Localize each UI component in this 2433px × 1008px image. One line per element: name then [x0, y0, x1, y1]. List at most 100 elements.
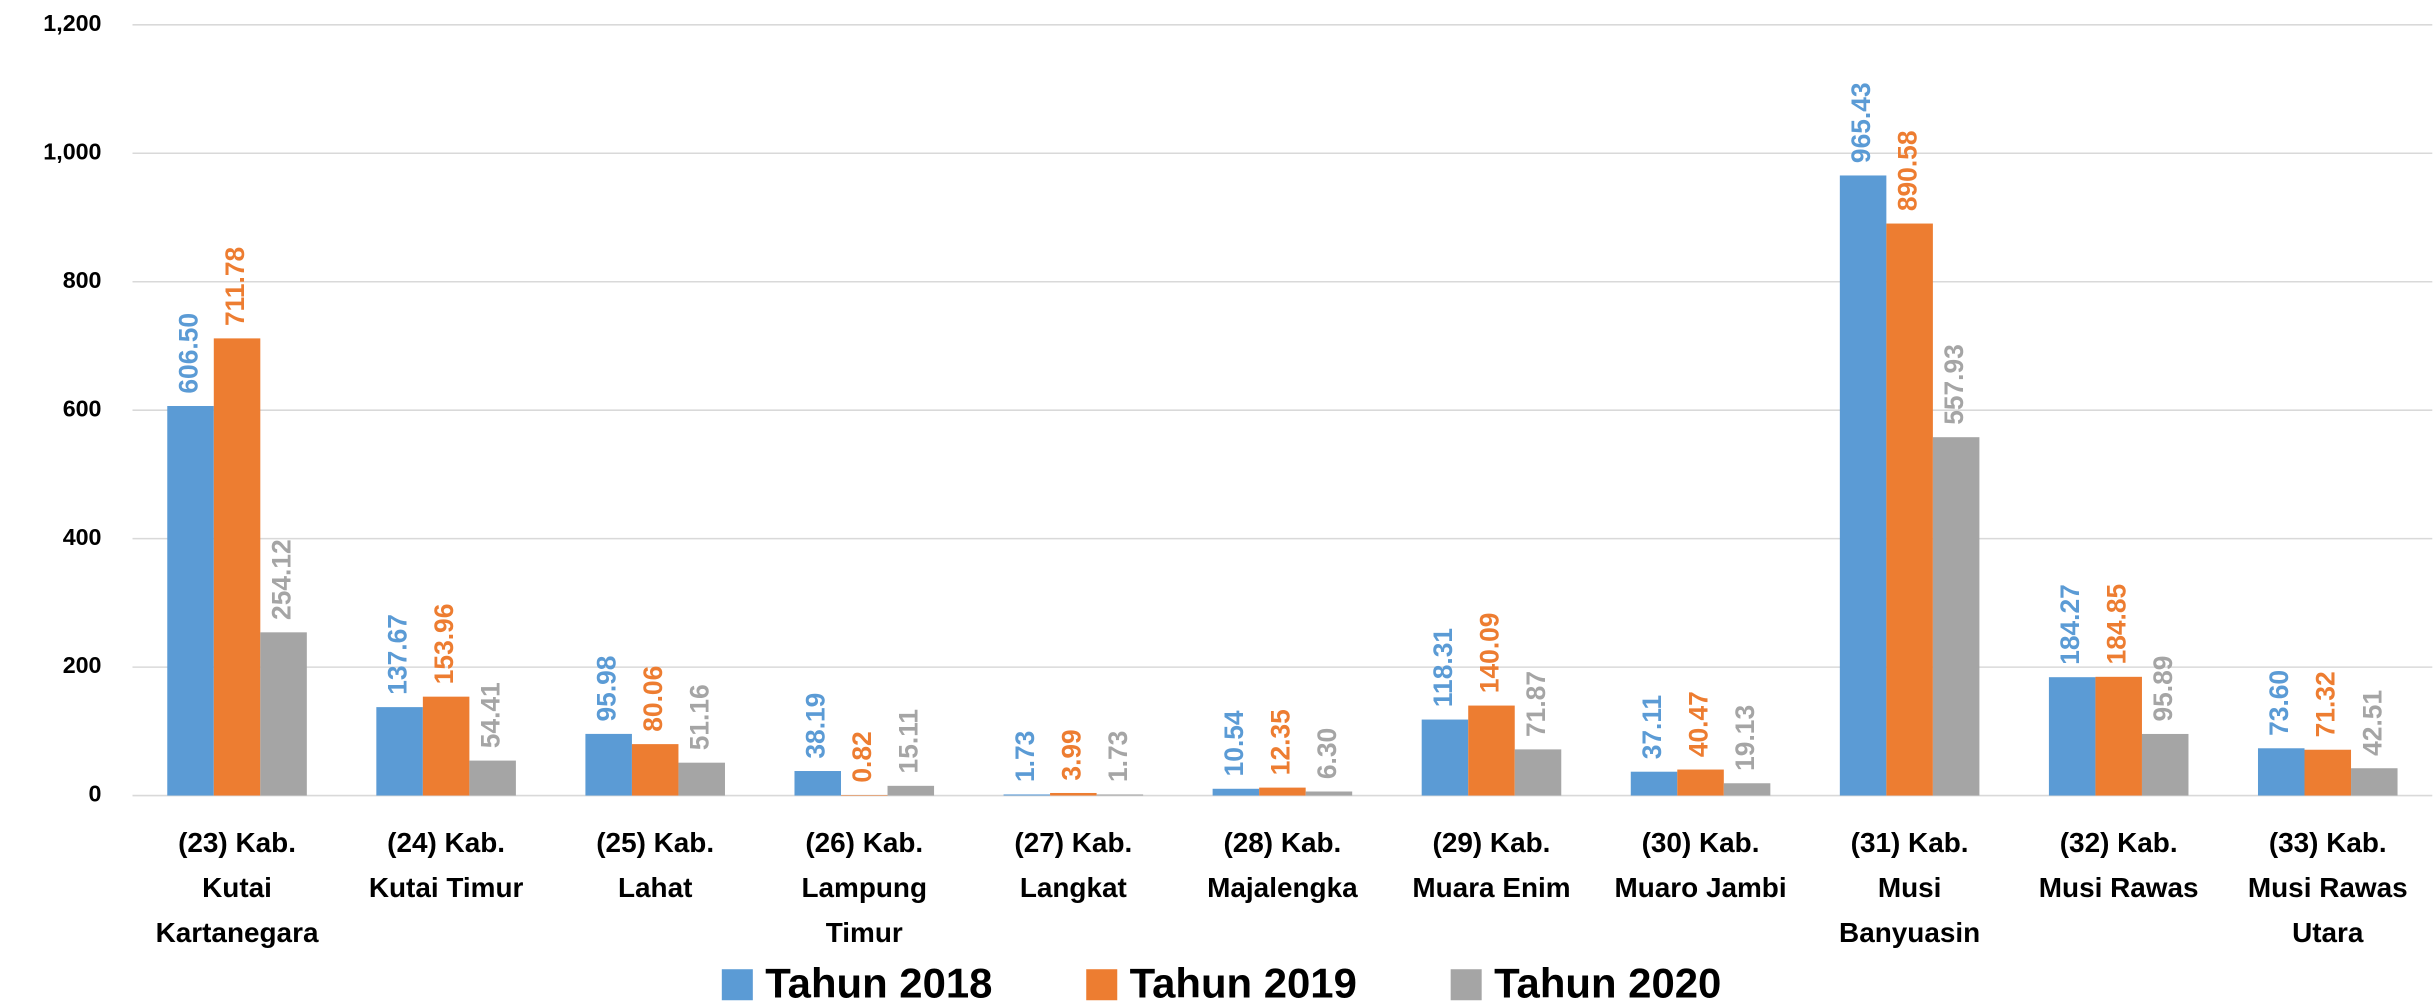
bar [2304, 749, 2352, 796]
bar [2048, 677, 2096, 796]
bar [2257, 748, 2305, 796]
x-tick-line: Timur [826, 917, 903, 948]
bar [1468, 705, 1515, 796]
x-tick-label: (26) Kab. Lampung Timur [801, 828, 927, 949]
x-tick-label: (27) Kab. Langkat [1014, 828, 1132, 904]
bar [376, 707, 423, 796]
bar [1421, 719, 1469, 796]
value-label: 10.54 [1219, 710, 1249, 776]
value-label: 40.47 [1684, 691, 1714, 757]
bar [1886, 223, 1933, 796]
x-tick-line: (23) Kab. [178, 828, 296, 859]
value-label: 1.73 [1103, 731, 1133, 782]
y-tick-label: 800 [63, 267, 102, 293]
x-tick-label: (33) Kab. Musi Rawas Utara [2248, 828, 2408, 949]
legend-swatch [721, 969, 753, 1001]
legend-label: Tahun 2020 [1494, 959, 1721, 1006]
x-tick-line: (30) Kab. [1642, 828, 1760, 859]
x-tick-label: (30) Kab. Muaro Jambi [1614, 828, 1786, 904]
x-tick-label: (31) Kab. Musi Banyuasin [1839, 828, 1980, 949]
x-tick-line: Kutai [202, 873, 272, 904]
x-tick-line: (27) Kab. [1014, 828, 1132, 859]
bar [1050, 792, 1097, 796]
value-label: 95.89 [2148, 656, 2178, 722]
value-label: 73.60 [2264, 670, 2294, 736]
value-label: 711.78 [220, 247, 250, 326]
bar [2141, 733, 2189, 796]
x-tick-line: Utara [2292, 917, 2364, 948]
bar [1212, 788, 1260, 796]
legend-swatch [1450, 969, 1482, 1001]
legend-label: Tahun 2019 [1130, 959, 1357, 1006]
x-tick-line: Majalengka [1207, 873, 1358, 904]
value-label: 71.87 [1521, 671, 1551, 737]
value-label: 965.43 [1846, 82, 1876, 163]
x-tick-label: (24) Kab. Kutai Timur [369, 828, 524, 904]
x-tick-line: (26) Kab. [805, 828, 923, 859]
bar [1932, 437, 1980, 796]
x-tick-line: Musi Rawas [2248, 873, 2408, 904]
x-tick-line: Lampung [801, 873, 927, 904]
value-label: 51.16 [685, 684, 715, 750]
bar [1096, 794, 1144, 796]
value-label: 184.27 [2055, 584, 2085, 665]
value-label: 42.51 [2357, 690, 2387, 756]
y-tick-label: 1,000 [43, 138, 101, 164]
bar [213, 338, 261, 796]
value-label: 71.32 [2311, 671, 2341, 737]
value-label: 254.12 [267, 539, 297, 620]
bar [678, 762, 725, 796]
value-label: 38.19 [801, 693, 831, 759]
x-tick-line: Muaro Jambi [1614, 873, 1786, 904]
value-label: 54.41 [476, 682, 506, 748]
value-label: 0.82 [847, 731, 877, 782]
x-tick-label: (28) Kab. Majalengka [1207, 828, 1358, 904]
legend-label: Tahun 2018 [765, 959, 992, 1006]
x-tick-line: (28) Kab. [1223, 828, 1341, 859]
value-label: 890.58 [1893, 131, 1923, 212]
bar [1839, 175, 1887, 796]
x-tick-line: Musi Rawas [2039, 873, 2199, 904]
bar [841, 795, 888, 796]
x-tick-label: (23) Kab. Kutai Kartanegara [156, 828, 319, 949]
value-label: 80.06 [638, 666, 668, 732]
x-tick-line: Kutai Timur [369, 873, 524, 904]
x-tick-line: Lahat [618, 873, 692, 904]
bar [585, 733, 632, 796]
bar [422, 696, 470, 796]
value-label: 184.85 [2102, 584, 2132, 665]
bar [469, 760, 516, 796]
bar [794, 771, 842, 796]
y-tick-label: 200 [63, 652, 102, 678]
x-tick-line: Langkat [1020, 873, 1127, 904]
value-label: 557.93 [1939, 344, 1969, 425]
value-label: 19.13 [1730, 705, 1760, 771]
value-label: 606.50 [173, 313, 203, 394]
legend-swatch [1086, 969, 1118, 1001]
x-tick-line: Musi [1878, 873, 1942, 904]
x-tick-line: (29) Kab. [1433, 828, 1551, 859]
bar [1305, 791, 1353, 796]
bar [1259, 787, 1306, 796]
value-label: 140.09 [1474, 613, 1504, 694]
x-tick-line: (24) Kab. [387, 828, 505, 859]
bar [1723, 783, 1771, 796]
bar [2095, 676, 2142, 796]
value-label: 95.98 [592, 656, 622, 722]
bar [631, 744, 679, 796]
bar [1630, 771, 1678, 796]
bar [1003, 794, 1051, 796]
value-label: 15.11 [894, 709, 924, 774]
bar [2351, 768, 2398, 796]
x-tick-line: (32) Kab. [2060, 828, 2178, 859]
value-label: 153.96 [429, 604, 459, 685]
bar [260, 632, 307, 796]
y-tick-label: 1,200 [43, 10, 101, 36]
x-tick-line: Muara Enim [1412, 873, 1570, 904]
value-label: 3.99 [1056, 729, 1086, 780]
bar [167, 406, 214, 796]
x-tick-line: (31) Kab. [1851, 828, 1969, 859]
value-label: 6.30 [1312, 728, 1342, 779]
bar [1677, 769, 1724, 796]
